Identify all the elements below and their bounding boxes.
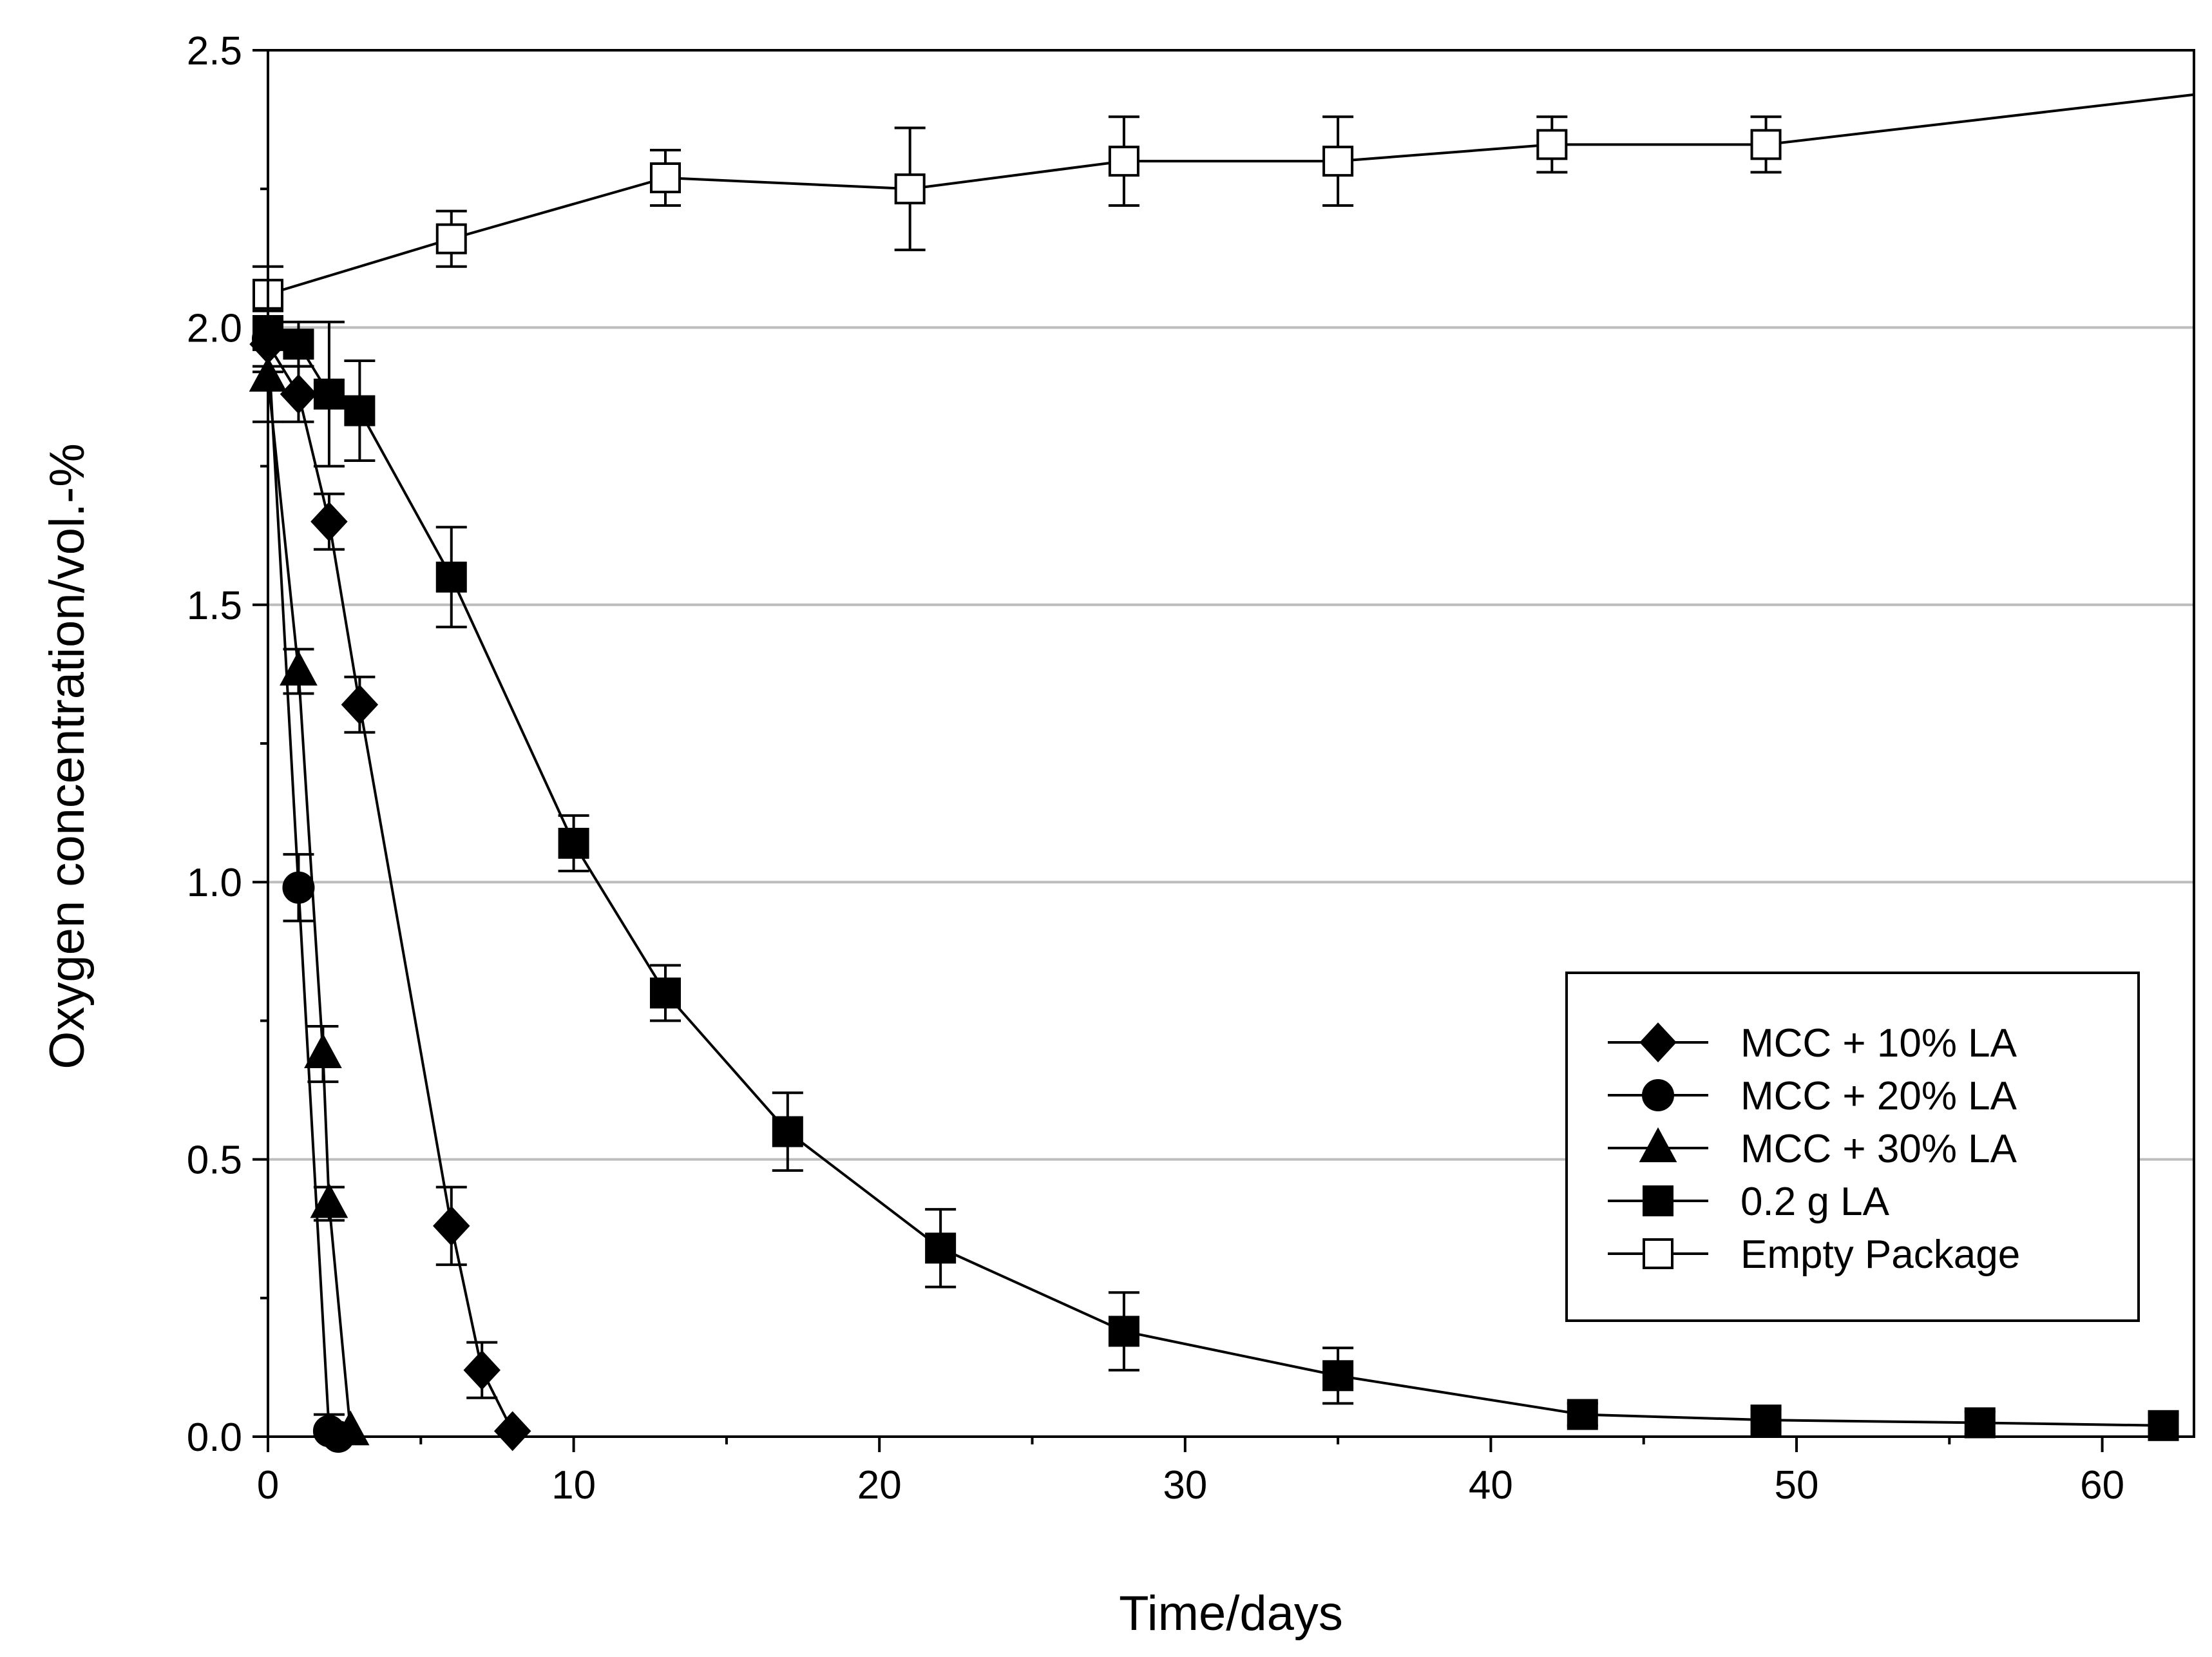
data-point (1322, 1360, 1354, 1392)
legend-label: Empty Package (1740, 1232, 2020, 1277)
data-point (649, 162, 681, 193)
legend: MCC + 10% LA MCC + 20% LA MCC + 30% LA 0.2 … (1565, 972, 2140, 1322)
data-point (493, 1411, 531, 1451)
data-point (344, 395, 376, 426)
data-point (1536, 129, 1568, 160)
legend-label: MCC + 30% LA (1740, 1127, 2017, 1171)
data-point (558, 827, 589, 859)
data-point (1108, 146, 1139, 177)
data-point (1322, 146, 1354, 177)
data-point (304, 1033, 342, 1069)
legend-label: MCC + 10% LA (1740, 1021, 2017, 1066)
data-point (2148, 1410, 2179, 1441)
legend-marker (1639, 1127, 1677, 1162)
y-tick-label: 2.5 (187, 29, 242, 73)
legend-label: MCC + 20% LA (1740, 1074, 2017, 1118)
data-point (772, 1116, 803, 1147)
series-line (267, 377, 352, 1432)
axes: 0 10 20 30 40 50 60 0.0 0.5 1.0 1.5 2.0 2.5 (187, 29, 2124, 1508)
data-point (894, 173, 926, 205)
data-point (313, 378, 345, 410)
data-point (463, 1350, 501, 1390)
x-tick-label: 60 (2080, 1463, 2124, 1508)
x-tick-label: 20 (857, 1463, 902, 1508)
y-tick-label: 0.0 (187, 1415, 242, 1460)
y-tick-label: 2.0 (187, 306, 242, 350)
data-point (1567, 1399, 1598, 1430)
x-tick-label: 0 (257, 1463, 279, 1508)
data-point (649, 977, 681, 1009)
data-point (435, 561, 467, 593)
y-tick-label: 1.5 (187, 584, 242, 628)
data-point (925, 1232, 957, 1264)
legend-marker (1642, 1079, 1674, 1111)
data-point (282, 871, 315, 904)
data-point (433, 1205, 470, 1246)
data-point (283, 329, 314, 360)
x-tick-label: 40 (1469, 1463, 1513, 1508)
data-point (1108, 1316, 1139, 1347)
series-4 (253, 93, 2195, 323)
data-point (310, 1183, 348, 1218)
y-axis-title: Oxygen concentration/vol.-% (40, 443, 95, 1069)
x-tick-label: 10 (551, 1463, 596, 1508)
data-point (435, 223, 467, 254)
y-tick-label: 0.5 (187, 1138, 242, 1183)
x-tick-label: 50 (1775, 1463, 1819, 1508)
data-point (341, 684, 379, 725)
data-point (280, 374, 318, 414)
data-point (310, 501, 348, 542)
x-axis-title: Time/days (1119, 1586, 1343, 1641)
x-tick-label: 30 (1163, 1463, 1207, 1508)
series-2 (249, 332, 370, 1446)
data-point (1964, 1407, 1996, 1439)
series-3 (253, 315, 2179, 1441)
data-point (1750, 1404, 1782, 1436)
legend-label: 0.2 g LA (1740, 1180, 1890, 1224)
data-point (280, 650, 318, 686)
data-point (1750, 129, 1782, 160)
legend-marker (1643, 1185, 1673, 1216)
series-0 (249, 315, 531, 1451)
legend-marker (1643, 1238, 1673, 1269)
y-tick-label: 1.0 (187, 861, 242, 905)
series-line (267, 93, 2195, 296)
legend-marker (1639, 1022, 1677, 1062)
